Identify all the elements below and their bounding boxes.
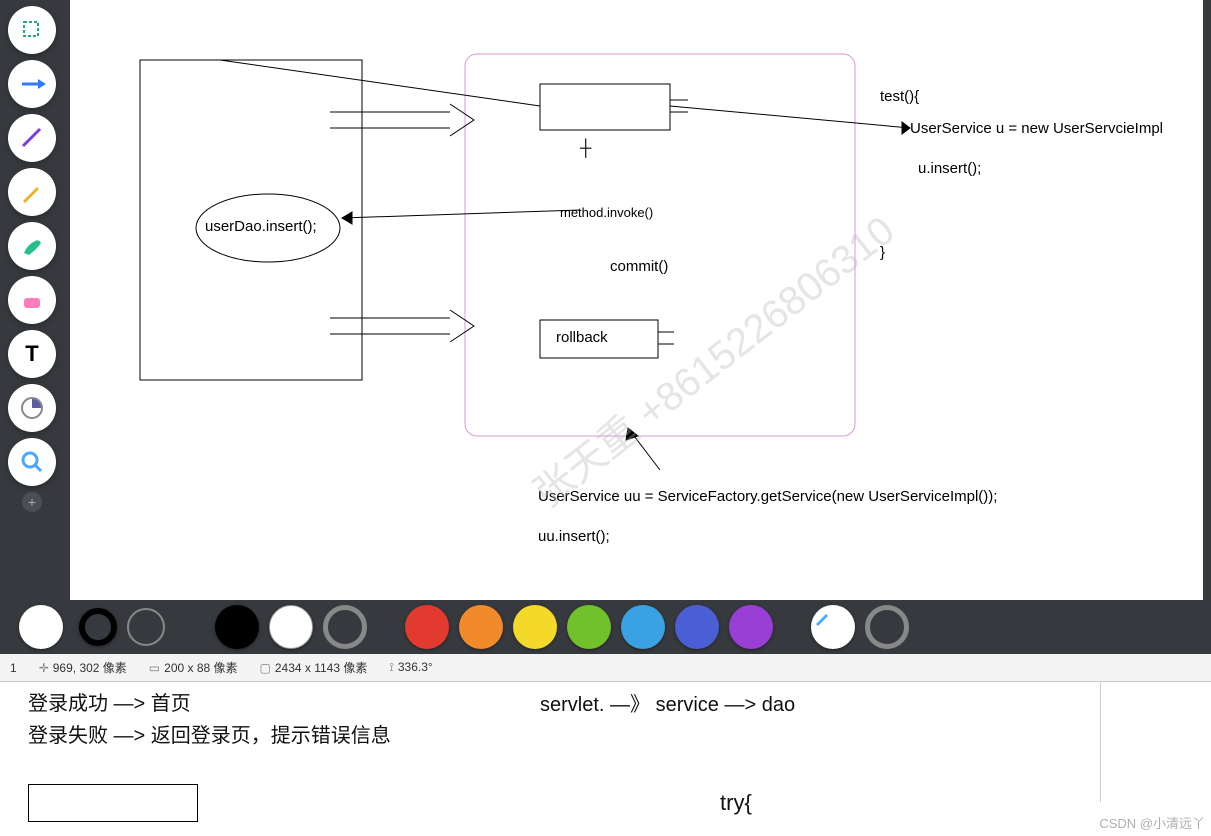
color-empty-ring[interactable] — [865, 605, 909, 649]
angle-icon: ⟟ — [389, 660, 393, 674]
brush-tool[interactable] — [8, 222, 56, 270]
doc-line-2: 登录失败 —> 返回登录页，提示错误信息 — [28, 720, 1183, 752]
color-black[interactable] — [215, 605, 259, 649]
underlying-document: 登录成功 —> 首页 登录失败 —> 返回登录页，提示错误信息 servlet.… — [0, 682, 1211, 836]
code-l4: } — [880, 244, 885, 261]
selection-icon: ▭ — [149, 661, 160, 675]
method-invoke-label: method.invoke() — [560, 205, 653, 220]
stroke-style-thin[interactable] — [127, 608, 165, 646]
text-tool[interactable]: T — [8, 330, 56, 378]
eraser-tool[interactable] — [8, 276, 56, 324]
canvas-size-icon: ▢ — [260, 661, 271, 675]
canvas-area[interactable]: userDao.insert(); method.invoke() commit… — [70, 0, 1203, 600]
color-red[interactable] — [405, 605, 449, 649]
code-l1: test(){ — [880, 88, 919, 105]
color-indigo[interactable] — [675, 605, 719, 649]
add-tool-button[interactable]: + — [22, 492, 42, 512]
cursor-crosshair-icon: ┼ — [580, 140, 591, 158]
doc-divider — [1100, 682, 1101, 802]
arrow-tool[interactable] — [8, 60, 56, 108]
bottom-code-l1: UserService uu = ServiceFactory.getServi… — [538, 488, 997, 505]
color-purple[interactable] — [729, 605, 773, 649]
doc-right-segment: servlet. —》 service —> dao — [540, 688, 795, 717]
diagram-svg — [70, 0, 1203, 600]
toolbox: T + — [0, 0, 65, 600]
zoom-tool[interactable] — [8, 438, 56, 486]
page-indicator: 1 — [10, 661, 17, 675]
commit-label: commit() — [610, 258, 668, 275]
csdn-watermark: CSDN @小清远丫 — [1099, 813, 1205, 832]
app-frame: T + — [0, 0, 1211, 654]
doc-empty-box — [28, 784, 198, 822]
cursor-pos-icon: ✛ — [39, 661, 49, 675]
doc-try-label: try{ — [720, 790, 752, 816]
eyedropper-tool[interactable] — [811, 605, 855, 649]
canvas-size: 2434 x 1143 像素 — [275, 661, 368, 675]
shape-tool[interactable] — [8, 384, 56, 432]
line-tool[interactable] — [8, 114, 56, 162]
ellipse-label: userDao.insert(); — [205, 218, 317, 235]
current-fill-swatch[interactable] — [19, 605, 63, 649]
color-bar — [0, 600, 1211, 654]
bottom-code-l2: uu.insert(); — [538, 528, 610, 545]
stroke-style-ring[interactable] — [79, 608, 117, 646]
status-bar: 1 ✛ 969, 302 像素 ▭ 200 x 88 像素 ▢ 2434 x 1143… — [0, 654, 1211, 682]
angle-value: 336.3° — [398, 660, 433, 674]
code-l2: UserService u = new UserServcieImpl — [910, 120, 1163, 137]
cursor-pos: 969, 302 像素 — [53, 661, 127, 675]
pencil-tool[interactable] — [8, 168, 56, 216]
color-blue[interactable] — [621, 605, 665, 649]
color-gray-ring[interactable] — [323, 605, 367, 649]
color-green[interactable] — [567, 605, 611, 649]
code-l3: u.insert(); — [918, 160, 981, 177]
rollback-label: rollback — [556, 329, 608, 346]
color-orange[interactable] — [459, 605, 503, 649]
color-white[interactable] — [269, 605, 313, 649]
color-yellow[interactable] — [513, 605, 557, 649]
selection-size: 200 x 88 像素 — [164, 661, 237, 675]
select-tool[interactable] — [8, 6, 56, 54]
